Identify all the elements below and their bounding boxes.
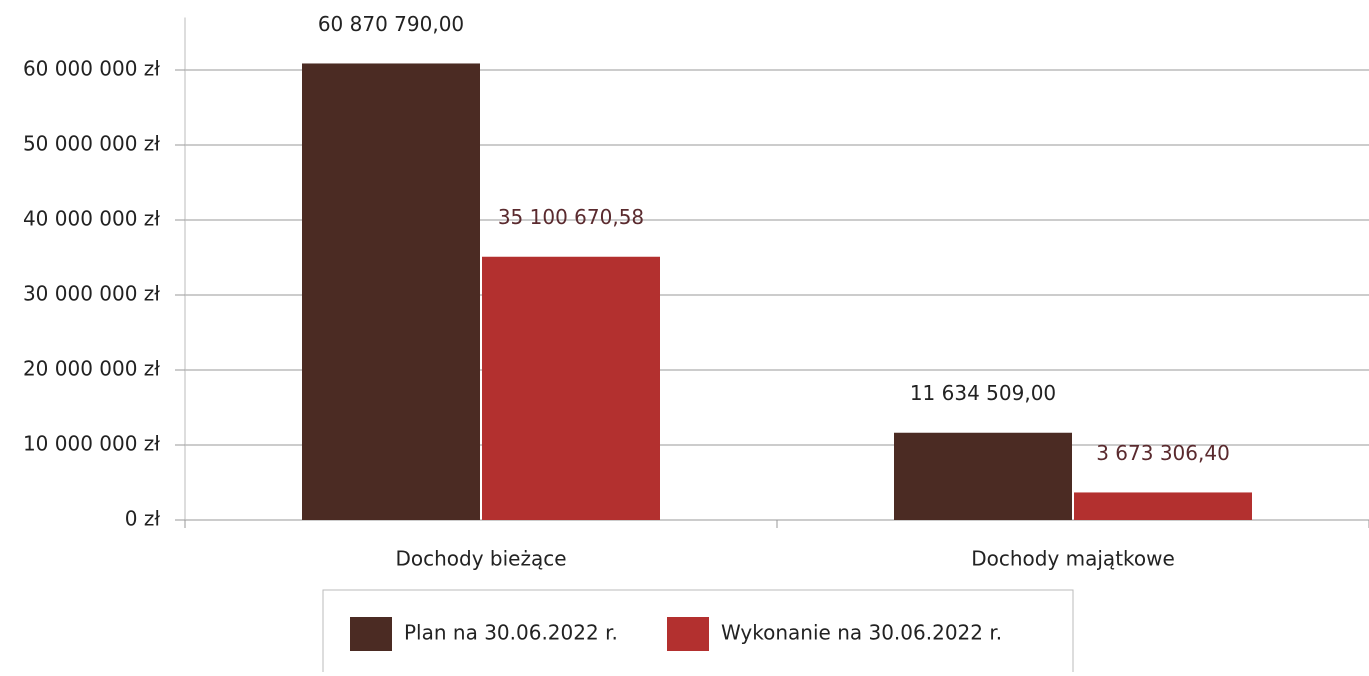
bar [302, 63, 480, 520]
bar [894, 432, 1072, 520]
legend-box [322, 589, 1074, 676]
bar [1074, 492, 1252, 520]
legend-label: Plan na 30.06.2022 r. [404, 621, 618, 645]
data-label: 60 870 790,00 [318, 12, 464, 36]
y-tick-label: 30 000 000 zł [23, 282, 160, 306]
legend-swatch [350, 617, 392, 651]
data-label: 3 673 306,40 [1096, 441, 1230, 465]
y-tick-label: 60 000 000 zł [23, 57, 160, 81]
x-tick-label: Dochody bieżące [395, 547, 566, 571]
y-tick-label: 20 000 000 zł [23, 357, 160, 381]
legend-swatch [667, 617, 709, 651]
x-tick-label: Dochody majątkowe [971, 547, 1175, 571]
data-label: 35 100 670,58 [498, 205, 644, 229]
legend-label: Wykonanie na 30.06.2022 r. [721, 621, 1002, 645]
y-tick-label: 40 000 000 zł [23, 207, 160, 231]
bar [482, 256, 660, 520]
data-label: 11 634 509,00 [910, 381, 1056, 405]
y-tick-label: 10 000 000 zł [23, 432, 160, 456]
y-tick-label: 0 zł [125, 507, 161, 531]
y-tick-label: 50 000 000 zł [23, 132, 160, 156]
